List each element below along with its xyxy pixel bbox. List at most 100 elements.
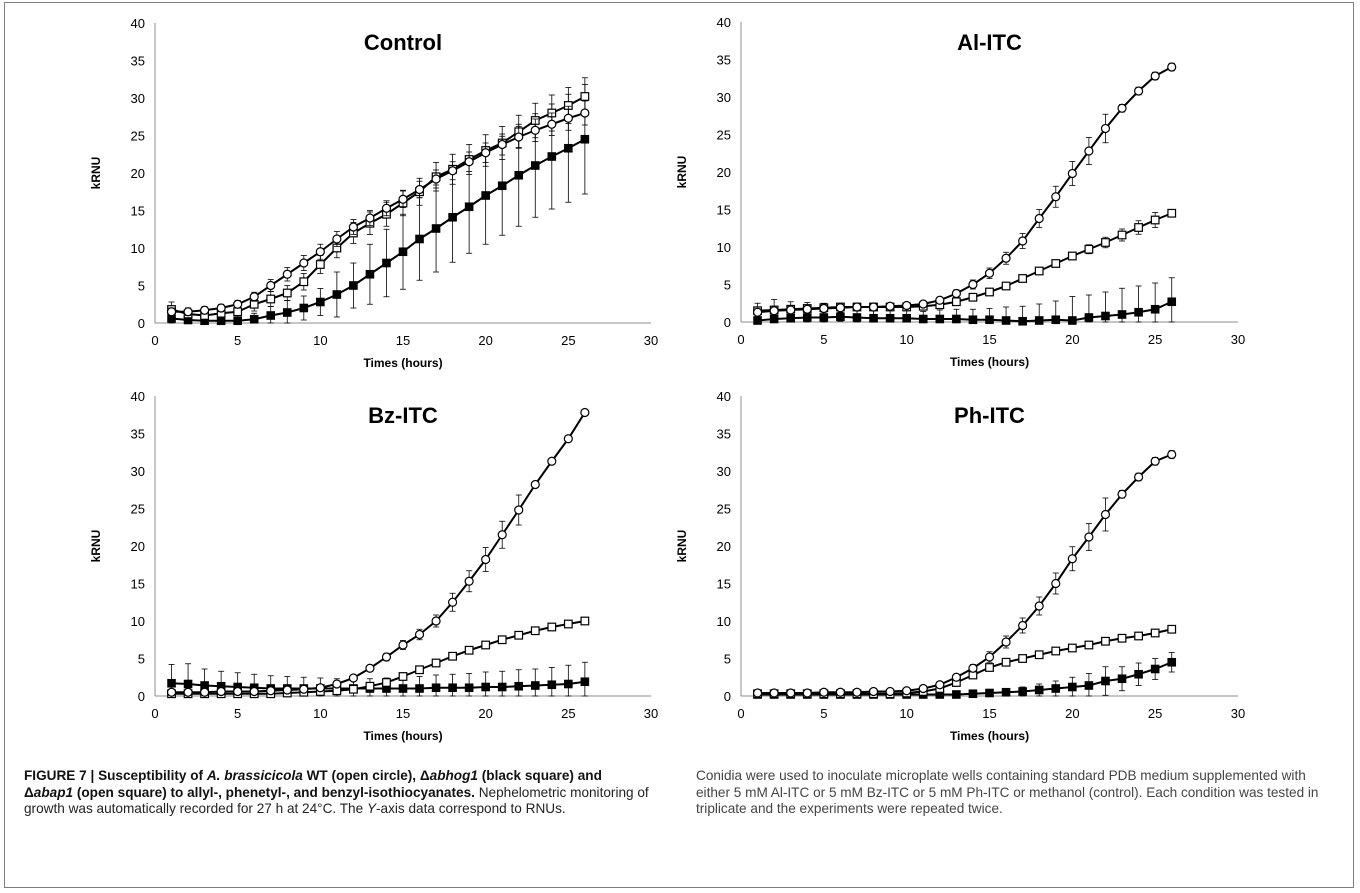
data-point <box>547 622 557 632</box>
data-point <box>282 685 292 695</box>
data-point <box>414 184 425 195</box>
series-line <box>171 138 586 322</box>
data-point <box>1117 489 1127 499</box>
data-point <box>786 305 796 315</box>
y-tick-label: 40 <box>131 389 145 404</box>
data-point <box>216 686 226 697</box>
data-point <box>902 300 912 311</box>
data-point <box>1068 682 1077 692</box>
data-point <box>315 683 325 693</box>
data-point <box>1084 313 1094 322</box>
data-point <box>547 456 557 466</box>
data-point <box>1067 554 1077 564</box>
data-point <box>1150 628 1160 638</box>
y-tick-label: 20 <box>717 539 731 554</box>
data-point <box>1150 664 1160 674</box>
x-axis-label: Times (hours) <box>950 355 1029 369</box>
data-point <box>951 672 961 682</box>
data-point <box>1117 230 1127 240</box>
data-point <box>547 152 557 161</box>
x-tick-label: 25 <box>1148 332 1162 347</box>
x-tick-label: 30 <box>644 333 658 348</box>
figure-frame <box>4 2 1354 888</box>
data-point <box>1150 456 1160 466</box>
data-point <box>316 297 325 307</box>
data-point <box>1034 601 1044 611</box>
data-point <box>530 125 540 135</box>
y-tick-label: 30 <box>717 90 731 105</box>
y-tick-label: 20 <box>131 539 145 554</box>
data-point <box>398 684 408 693</box>
series-line <box>171 411 586 694</box>
data-point <box>1150 71 1160 81</box>
x-tick-label: 15 <box>982 706 996 721</box>
data-point <box>1018 316 1027 326</box>
data-point <box>249 314 259 324</box>
caption-gene-abhog1: abhog1 <box>429 768 478 783</box>
data-point <box>530 681 540 690</box>
data-point <box>299 684 309 694</box>
data-point <box>1018 620 1028 631</box>
series-open-circle <box>166 407 590 697</box>
data-point <box>902 686 912 696</box>
data-point <box>918 314 928 324</box>
x-tick-label: 30 <box>644 706 658 721</box>
data-point <box>580 677 590 687</box>
data-point <box>1034 213 1044 224</box>
data-point <box>464 645 474 655</box>
data-point <box>514 132 524 142</box>
data-point <box>852 687 862 697</box>
data-point <box>1100 509 1111 520</box>
data-point <box>514 630 524 640</box>
data-point <box>935 295 945 305</box>
data-point <box>1051 646 1061 656</box>
data-point <box>835 687 846 697</box>
chart-title: Bz-ITC <box>368 403 438 428</box>
y-tick-label: 10 <box>717 240 731 255</box>
y-axis-label: kRNU <box>89 157 103 190</box>
data-point <box>497 181 507 191</box>
chart-bz-itc: Bz-ITC 0 5 10 15 20 25 30 0 5 10 15 20 25 30 35 40 Times … <box>89 389 658 743</box>
x-tick-label: 5 <box>234 333 241 348</box>
data-point <box>885 686 895 697</box>
data-point <box>935 680 945 690</box>
chart-title: Ph-ITC <box>954 403 1025 428</box>
y-tick-label: 5 <box>724 278 731 293</box>
data-point <box>1067 251 1077 261</box>
data-point <box>802 688 812 698</box>
data-point <box>497 682 507 692</box>
series-open-circle <box>752 449 1177 698</box>
data-point <box>968 292 978 302</box>
data-point <box>786 688 796 698</box>
data-point <box>852 313 862 322</box>
data-point <box>984 652 995 662</box>
y-tick-label: 0 <box>138 689 145 704</box>
data-point <box>819 303 829 314</box>
data-point <box>1034 266 1044 276</box>
data-point <box>580 616 590 626</box>
x-axis-label: Times (hours) <box>363 729 442 743</box>
x-tick-label: 5 <box>820 332 827 347</box>
data-point <box>752 307 763 317</box>
data-point <box>1150 215 1160 225</box>
data-point <box>1034 685 1044 695</box>
data-point <box>497 635 507 645</box>
series-open-circle <box>752 62 1177 317</box>
x-tick-label: 30 <box>1231 332 1245 347</box>
data-point <box>448 683 457 693</box>
y-tick-label: 5 <box>724 652 731 667</box>
series-open-square <box>167 77 590 322</box>
data-point <box>382 678 391 687</box>
series-filled-square <box>753 652 1177 699</box>
series-line <box>757 212 1173 312</box>
caption-right: Conidia were used to inoculate microplat… <box>696 768 1326 818</box>
y-tick-label: 25 <box>717 502 731 517</box>
y-tick-label: 15 <box>131 577 145 592</box>
x-tick-label: 15 <box>396 333 410 348</box>
caption-gene-abap1: abap1 <box>33 784 74 800</box>
data-point <box>547 119 557 129</box>
data-point <box>1117 103 1127 113</box>
data-point <box>233 299 243 309</box>
x-axis-label: Times (hours) <box>363 356 442 370</box>
data-point <box>1084 244 1094 254</box>
